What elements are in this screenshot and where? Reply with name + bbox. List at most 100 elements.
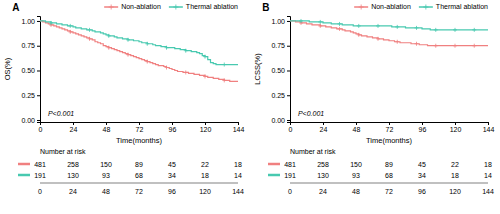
censor-mark	[415, 26, 419, 30]
x-tick: 48	[103, 122, 111, 133]
y-tick: 1.00	[271, 18, 290, 25]
y-axis-title: LCSS(%)	[253, 53, 262, 85]
y-tick-mark	[287, 46, 290, 47]
censor-mark	[453, 44, 457, 48]
x-axis: 024487296120144	[289, 122, 495, 133]
y-tick-label: 1.00	[271, 18, 285, 25]
y-tick-label: 1.00	[21, 18, 35, 25]
at-risk-count: 89	[135, 161, 143, 168]
x-tick-mark	[356, 122, 357, 125]
y-tick: 0.75	[21, 42, 40, 49]
censor-mark	[88, 37, 92, 41]
censor-mark	[107, 34, 111, 38]
x-tick: 144	[483, 122, 495, 133]
censor-mark	[126, 38, 130, 42]
censor-mark	[434, 28, 438, 32]
y-tick-label: 0.25	[21, 92, 35, 99]
y-tick-mark	[37, 70, 40, 71]
at-risk-time: 144	[482, 188, 494, 195]
at-risk-count: 258	[67, 161, 79, 168]
at-risk-time: 48	[352, 188, 360, 195]
x-tick: 72	[386, 122, 394, 133]
x-tick: 24	[320, 122, 328, 133]
y-tick: 0.00	[271, 117, 290, 124]
at-risk-count: 130	[317, 172, 329, 179]
x-tick-mark	[389, 122, 390, 125]
y-tick-label: 0.00	[271, 117, 285, 124]
y-tick-mark	[37, 95, 40, 96]
censor-mark	[165, 46, 169, 50]
censor-mark	[165, 66, 169, 70]
y-axis-line	[37, 17, 41, 123]
censor-mark	[318, 24, 322, 28]
survival-curve	[40, 21, 238, 65]
x-tick: 0	[39, 122, 43, 133]
at-risk-count: 22	[201, 161, 209, 168]
y-tick-mark	[287, 21, 290, 22]
censor-mark	[338, 27, 342, 31]
at-risk-count: 150	[100, 161, 112, 168]
y-tick-label: 0.50	[271, 67, 285, 74]
x-axis-title: Time(months)	[116, 136, 162, 145]
at-risk-count: 34	[418, 172, 426, 179]
at-risk-count: 18	[484, 161, 492, 168]
y-tick-mark	[287, 95, 290, 96]
x-tick-label: 0	[289, 126, 293, 133]
y-axis: 0.00 0.25 0.50 0.75 1.00	[271, 17, 290, 124]
censor-mark	[338, 22, 342, 26]
censor-mark	[472, 44, 476, 48]
at-risk-count: 18	[201, 172, 209, 179]
y-tick-label: 0.75	[271, 42, 285, 49]
x-tick: 120	[200, 122, 212, 133]
at-risk-time: 120	[199, 188, 211, 195]
y-tick-label: 0.00	[21, 117, 35, 124]
at-risk-indicator	[268, 163, 280, 166]
censor-mark	[126, 53, 130, 57]
at-risk-time: 96	[418, 188, 426, 195]
at-risk-time: 0	[38, 188, 42, 195]
x-tick: 0	[289, 122, 293, 133]
at-risk-time: 24	[69, 188, 77, 195]
censor-mark	[453, 28, 457, 32]
x-tick: 48	[353, 122, 361, 133]
x-tick-mark	[106, 122, 107, 125]
x-tick: 144	[233, 122, 245, 133]
panel-title: B	[262, 2, 269, 13]
y-tick-label: 0.75	[21, 42, 35, 49]
at-risk-time: 72	[385, 188, 393, 195]
annotation: P<0.001	[298, 110, 324, 117]
y-axis-title: OS(%)	[3, 57, 12, 80]
y-tick-mark	[37, 120, 40, 121]
y-tick: 0.25	[271, 92, 290, 99]
plot-area	[290, 19, 488, 48]
y-tick-label: 0.25	[271, 92, 285, 99]
at-risk-count: 18	[451, 172, 459, 179]
at-risk-indicator	[18, 174, 30, 177]
censor-mark	[68, 30, 72, 34]
x-axis-line	[41, 123, 239, 126]
at-risk-count: 45	[168, 161, 176, 168]
panel: 0244872961201440.000.250.500.751.00Time(…	[3, 2, 244, 195]
censor-mark	[49, 21, 53, 25]
figure: 0 24 48 72 96 120 144 0.00 0.25 0.50 0.75 1.00 Time(…	[0, 0, 500, 214]
censor-mark	[145, 42, 149, 46]
x-axis-title: Time(months)	[366, 136, 412, 145]
censor-mark	[434, 44, 438, 48]
censor-mark	[222, 78, 226, 82]
x-tick-label: 48	[103, 126, 111, 133]
at-risk-count: 14	[484, 172, 492, 179]
at-risk-count: 89	[385, 161, 393, 168]
censor-mark	[357, 24, 361, 28]
x-tick-label: 144	[483, 126, 495, 133]
censor-mark	[184, 49, 188, 53]
x-tick-mark	[422, 122, 423, 125]
x-tick-mark	[205, 122, 206, 125]
legend-item: Non-ablation	[104, 3, 161, 10]
panel: 0 24 48 72 96 120 144 0.00 0.25 0.50 0.75 1.00 Time(…	[253, 2, 494, 195]
legend-marker	[423, 5, 428, 10]
x-tick: 120	[450, 122, 462, 133]
x-tick-label: 72	[386, 126, 394, 133]
x-tick-mark	[323, 122, 324, 125]
at-risk-count: 191	[34, 172, 46, 179]
legend-marker	[173, 5, 178, 10]
